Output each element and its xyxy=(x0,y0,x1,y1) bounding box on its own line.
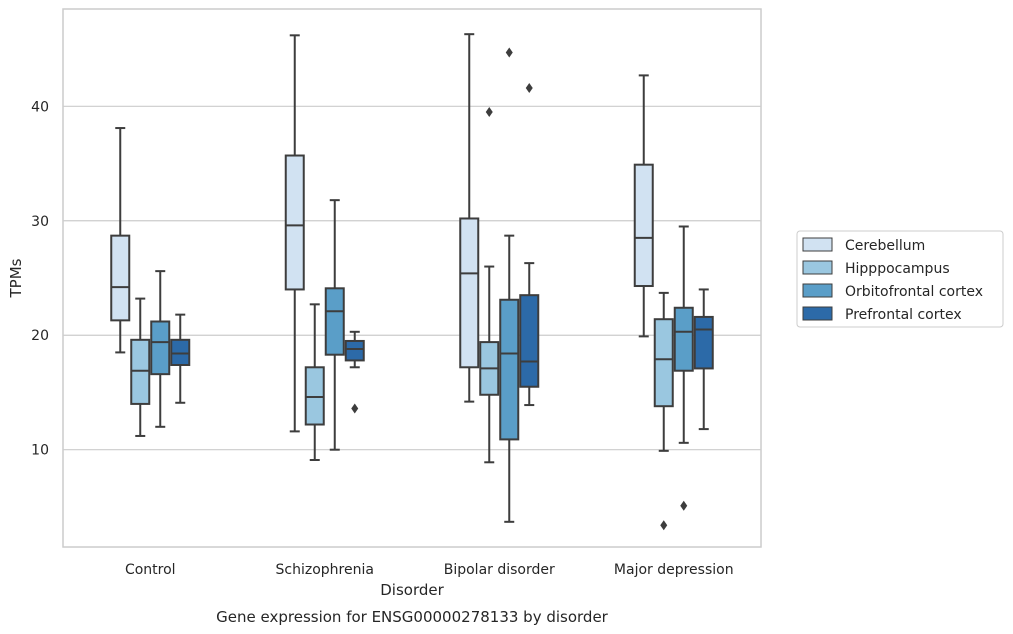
box xyxy=(693,315,714,370)
y-axis-label: TPMs xyxy=(7,258,25,298)
x-tick-labels: Control Schizophrenia Bipolar disorder Majo… xyxy=(125,562,734,578)
box xyxy=(150,320,171,376)
y-tick-labels: 10 20 30 40 xyxy=(31,99,49,458)
box xyxy=(459,217,480,369)
box xyxy=(633,163,654,288)
plot-background xyxy=(63,9,761,547)
outlier-point xyxy=(525,82,533,93)
legend-swatch xyxy=(802,306,833,321)
x-tick-label: Control xyxy=(125,562,176,578)
outlier-point xyxy=(680,500,688,511)
y-tick-label: 20 xyxy=(31,328,49,344)
legend-frame xyxy=(796,230,1004,328)
box xyxy=(519,294,540,388)
x-tick-label: Bipolar disorder xyxy=(444,562,555,578)
box-group xyxy=(170,313,191,404)
legend-label: Cerebellum xyxy=(845,238,925,254)
box-group xyxy=(479,107,500,464)
legend-label: Hipppocampus xyxy=(845,261,950,277)
box-group xyxy=(459,33,480,403)
box-series-layer xyxy=(110,33,714,531)
y-tick-label: 10 xyxy=(31,443,49,459)
legend-swatch xyxy=(802,283,833,298)
box xyxy=(284,154,305,291)
outlier-point xyxy=(505,47,513,58)
box-group xyxy=(304,303,325,462)
box-group xyxy=(324,199,345,451)
box xyxy=(653,318,674,408)
box xyxy=(170,338,191,366)
legend-swatch xyxy=(802,260,833,275)
box xyxy=(344,339,365,362)
legend: Cerebellum Hipppocampus Orbitofrontal cort… xyxy=(796,230,1004,328)
box-group xyxy=(653,291,674,531)
box-group xyxy=(110,127,131,354)
series-prefrontal-cortex xyxy=(170,82,714,431)
box-group xyxy=(130,297,151,437)
y-tick-label: 30 xyxy=(31,214,49,230)
series-hipppocampus xyxy=(130,107,674,531)
x-axis-label: Disorder xyxy=(380,581,444,599)
box xyxy=(324,287,345,356)
box-group xyxy=(284,34,305,433)
box-group xyxy=(693,288,714,431)
series-orbitofrontal-cortex xyxy=(150,47,694,523)
plot-frame xyxy=(62,8,762,548)
legend-label: Prefrontal cortex xyxy=(845,307,962,323)
box xyxy=(304,366,325,426)
box-group xyxy=(344,330,365,414)
series-cerebellum xyxy=(110,33,654,433)
box xyxy=(130,338,151,405)
chart-caption: Gene expression for ENSG00000278133 by d… xyxy=(216,608,609,626)
box xyxy=(673,306,694,372)
x-tick-label: Schizophrenia xyxy=(276,562,374,578)
box-group xyxy=(499,47,520,523)
outlier-point xyxy=(351,403,359,414)
box-group xyxy=(519,82,540,407)
legend-label: Orbitofrontal cortex xyxy=(845,284,983,300)
box-group xyxy=(150,270,171,428)
outlier-point xyxy=(485,107,493,118)
box-group xyxy=(633,74,654,338)
y-tick-label: 40 xyxy=(31,99,49,115)
outlier-point xyxy=(660,520,668,531)
legend-swatch xyxy=(802,237,833,252)
box xyxy=(110,234,131,322)
box-group xyxy=(673,225,694,511)
x-tick-label: Major depression xyxy=(614,562,734,578)
box xyxy=(499,298,520,441)
